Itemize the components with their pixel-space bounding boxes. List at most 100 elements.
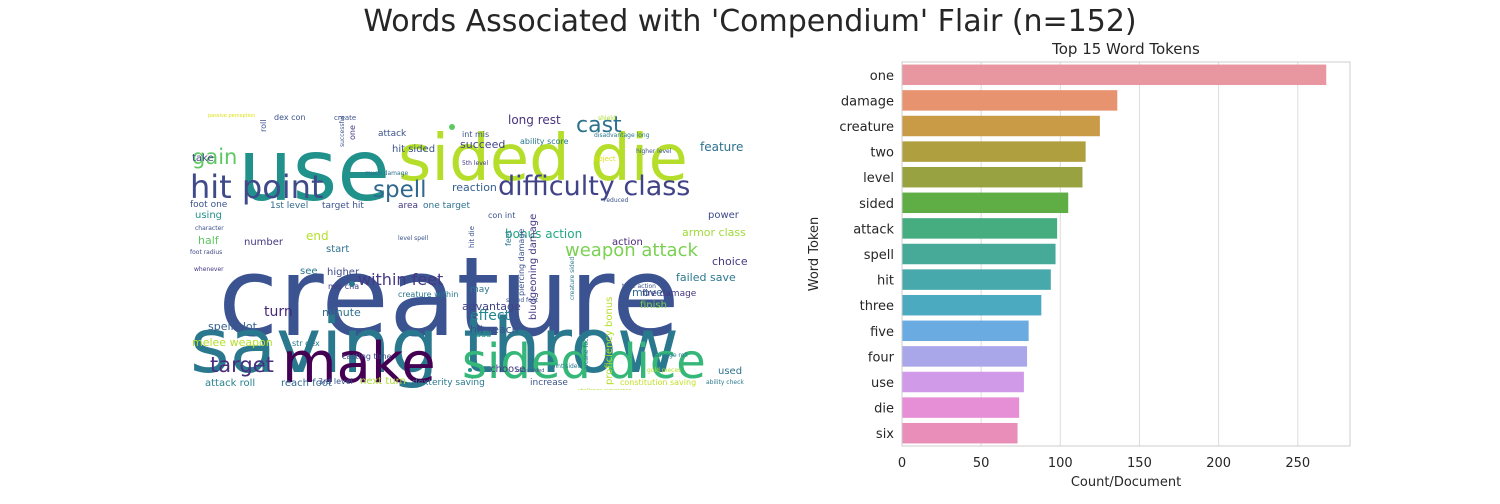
cloud-word: gain xyxy=(192,145,237,169)
cloud-word: dex con xyxy=(274,113,306,122)
cloud-word: use xyxy=(238,121,390,221)
cloud-word: dexterity saving xyxy=(412,378,485,388)
cloud-word: fire damage xyxy=(642,289,697,299)
cloud-word: effect xyxy=(470,308,511,324)
cloud-word: feature xyxy=(700,140,743,154)
cloud-word: spell slot xyxy=(208,320,258,333)
x-tick-label: 0 xyxy=(898,456,906,471)
cloud-word: increase xyxy=(530,378,568,388)
cloud-word: point sided xyxy=(548,363,582,370)
cloud-word: reaction xyxy=(452,181,497,194)
y-tick-label: spell xyxy=(864,248,894,263)
cloud-word: action xyxy=(612,237,643,248)
figure-title: Words Associated with 'Compendium' Flair… xyxy=(363,4,1137,39)
y-tick-label: die xyxy=(874,402,894,417)
bar-chart: one damage creature two level sided attack spel… xyxy=(800,36,1420,504)
cloud-word: creature xyxy=(218,233,680,361)
y-tick-label: use xyxy=(871,376,894,391)
bar-use xyxy=(902,371,1024,393)
cloud-word-vertical: creature sided xyxy=(569,257,576,300)
cloud-word: object xyxy=(594,155,616,163)
cloud-word: int mis xyxy=(462,130,489,139)
cloud-word: make xyxy=(282,331,436,390)
cloud-word: saving throw xyxy=(190,301,679,390)
y-tick-label: attack xyxy=(853,222,894,237)
cloud-word-vertical: roll xyxy=(259,120,268,132)
cloud-word: gold pieces xyxy=(647,367,681,374)
bar-six xyxy=(902,422,1018,444)
cloud-word: power xyxy=(708,210,740,221)
cloud-word: takes sided xyxy=(516,368,544,374)
cloud-word: reduced xyxy=(604,197,629,204)
cloud-word: bonus action xyxy=(505,227,582,241)
cloud-word: spell xyxy=(373,177,427,203)
cloud-word: higher level xyxy=(636,148,672,155)
cloud-word: speed foot xyxy=(506,297,538,304)
y-tick-label: three xyxy=(860,299,894,314)
x-tick-label: 50 xyxy=(973,456,990,471)
bar-two xyxy=(902,141,1086,162)
cloud-word-vertical: hit die xyxy=(468,226,476,248)
cloud-word: within feet xyxy=(358,270,443,289)
cloud-word: creature within xyxy=(398,290,458,299)
bar-level xyxy=(902,166,1083,188)
x-tick-label: 100 xyxy=(1048,456,1073,471)
cloud-word: much damage xyxy=(365,170,408,177)
cloud-word: whenever xyxy=(194,266,224,273)
bar-chart-canvas: one damage creature two level sided attack spel… xyxy=(807,40,1351,490)
cloud-word-vertical: successful xyxy=(339,116,346,147)
cloud-word: target hit xyxy=(322,201,364,211)
cloud-dot xyxy=(468,368,472,372)
cloud-word: shield xyxy=(598,115,616,122)
cloud-word: move xyxy=(632,286,663,299)
bar-one xyxy=(902,64,1327,86)
cloud-word: minute xyxy=(322,306,361,319)
cloud-word: armor class xyxy=(682,226,746,239)
y-tick-label: creature xyxy=(839,120,894,135)
cloud-word: see xyxy=(300,266,318,277)
bar-sided xyxy=(902,192,1069,214)
chart-title: Top 15 Word Tokens xyxy=(1051,40,1200,58)
cloud-word-vertical: one xyxy=(348,125,357,140)
plot-frame xyxy=(901,61,1351,447)
x-tick-label: 200 xyxy=(1206,456,1231,471)
y-tick-label: damage xyxy=(841,94,894,109)
y-tick-label: one xyxy=(870,69,894,84)
cloud-word: challenge experience xyxy=(578,388,632,390)
cloud-word: ability check xyxy=(706,379,744,386)
bar-die xyxy=(902,397,1020,418)
cloud-word: damage roll xyxy=(652,352,688,359)
cloud-word: target xyxy=(210,353,274,377)
cloud-word: 1st level xyxy=(270,201,308,211)
cloud-word: attack roll xyxy=(205,378,255,389)
cloud-word: difficulty class xyxy=(498,171,690,202)
cloud-word: advantage xyxy=(462,300,521,313)
bar-five xyxy=(902,320,1029,342)
cloud-word: next turn xyxy=(360,376,406,387)
cloud-word-vertical: arcane focus xyxy=(583,332,590,370)
cloud-word: take xyxy=(192,153,214,164)
bar-spell xyxy=(902,243,1056,265)
cloud-word: character xyxy=(195,225,224,232)
y-tick-label: hit xyxy=(877,274,894,289)
y-tick-label: sided xyxy=(859,197,894,212)
x-tick-label: 250 xyxy=(1285,456,1310,471)
cloud-word: choose xyxy=(490,364,525,375)
y-tick-label: five xyxy=(870,325,894,340)
cloud-word: using xyxy=(195,210,222,221)
bar-creature xyxy=(902,115,1100,137)
cloud-word: casting time xyxy=(342,352,392,361)
cloud-word: turn xyxy=(264,304,293,320)
y-tick-label: two xyxy=(870,146,894,161)
cloud-word: create xyxy=(334,114,356,122)
cloud-word: finish xyxy=(640,300,667,311)
cloud-word: failed save xyxy=(676,271,736,284)
y-tick-label: four xyxy=(868,350,895,365)
cloud-word: passive perception xyxy=(208,113,255,119)
cloud-word: disadvantage long xyxy=(594,132,650,139)
cloud-word: cast xyxy=(576,113,622,138)
cloud-word: mis cha xyxy=(328,282,359,291)
y-axis-label: Word Token xyxy=(807,217,822,292)
cloud-word: add xyxy=(476,330,491,339)
